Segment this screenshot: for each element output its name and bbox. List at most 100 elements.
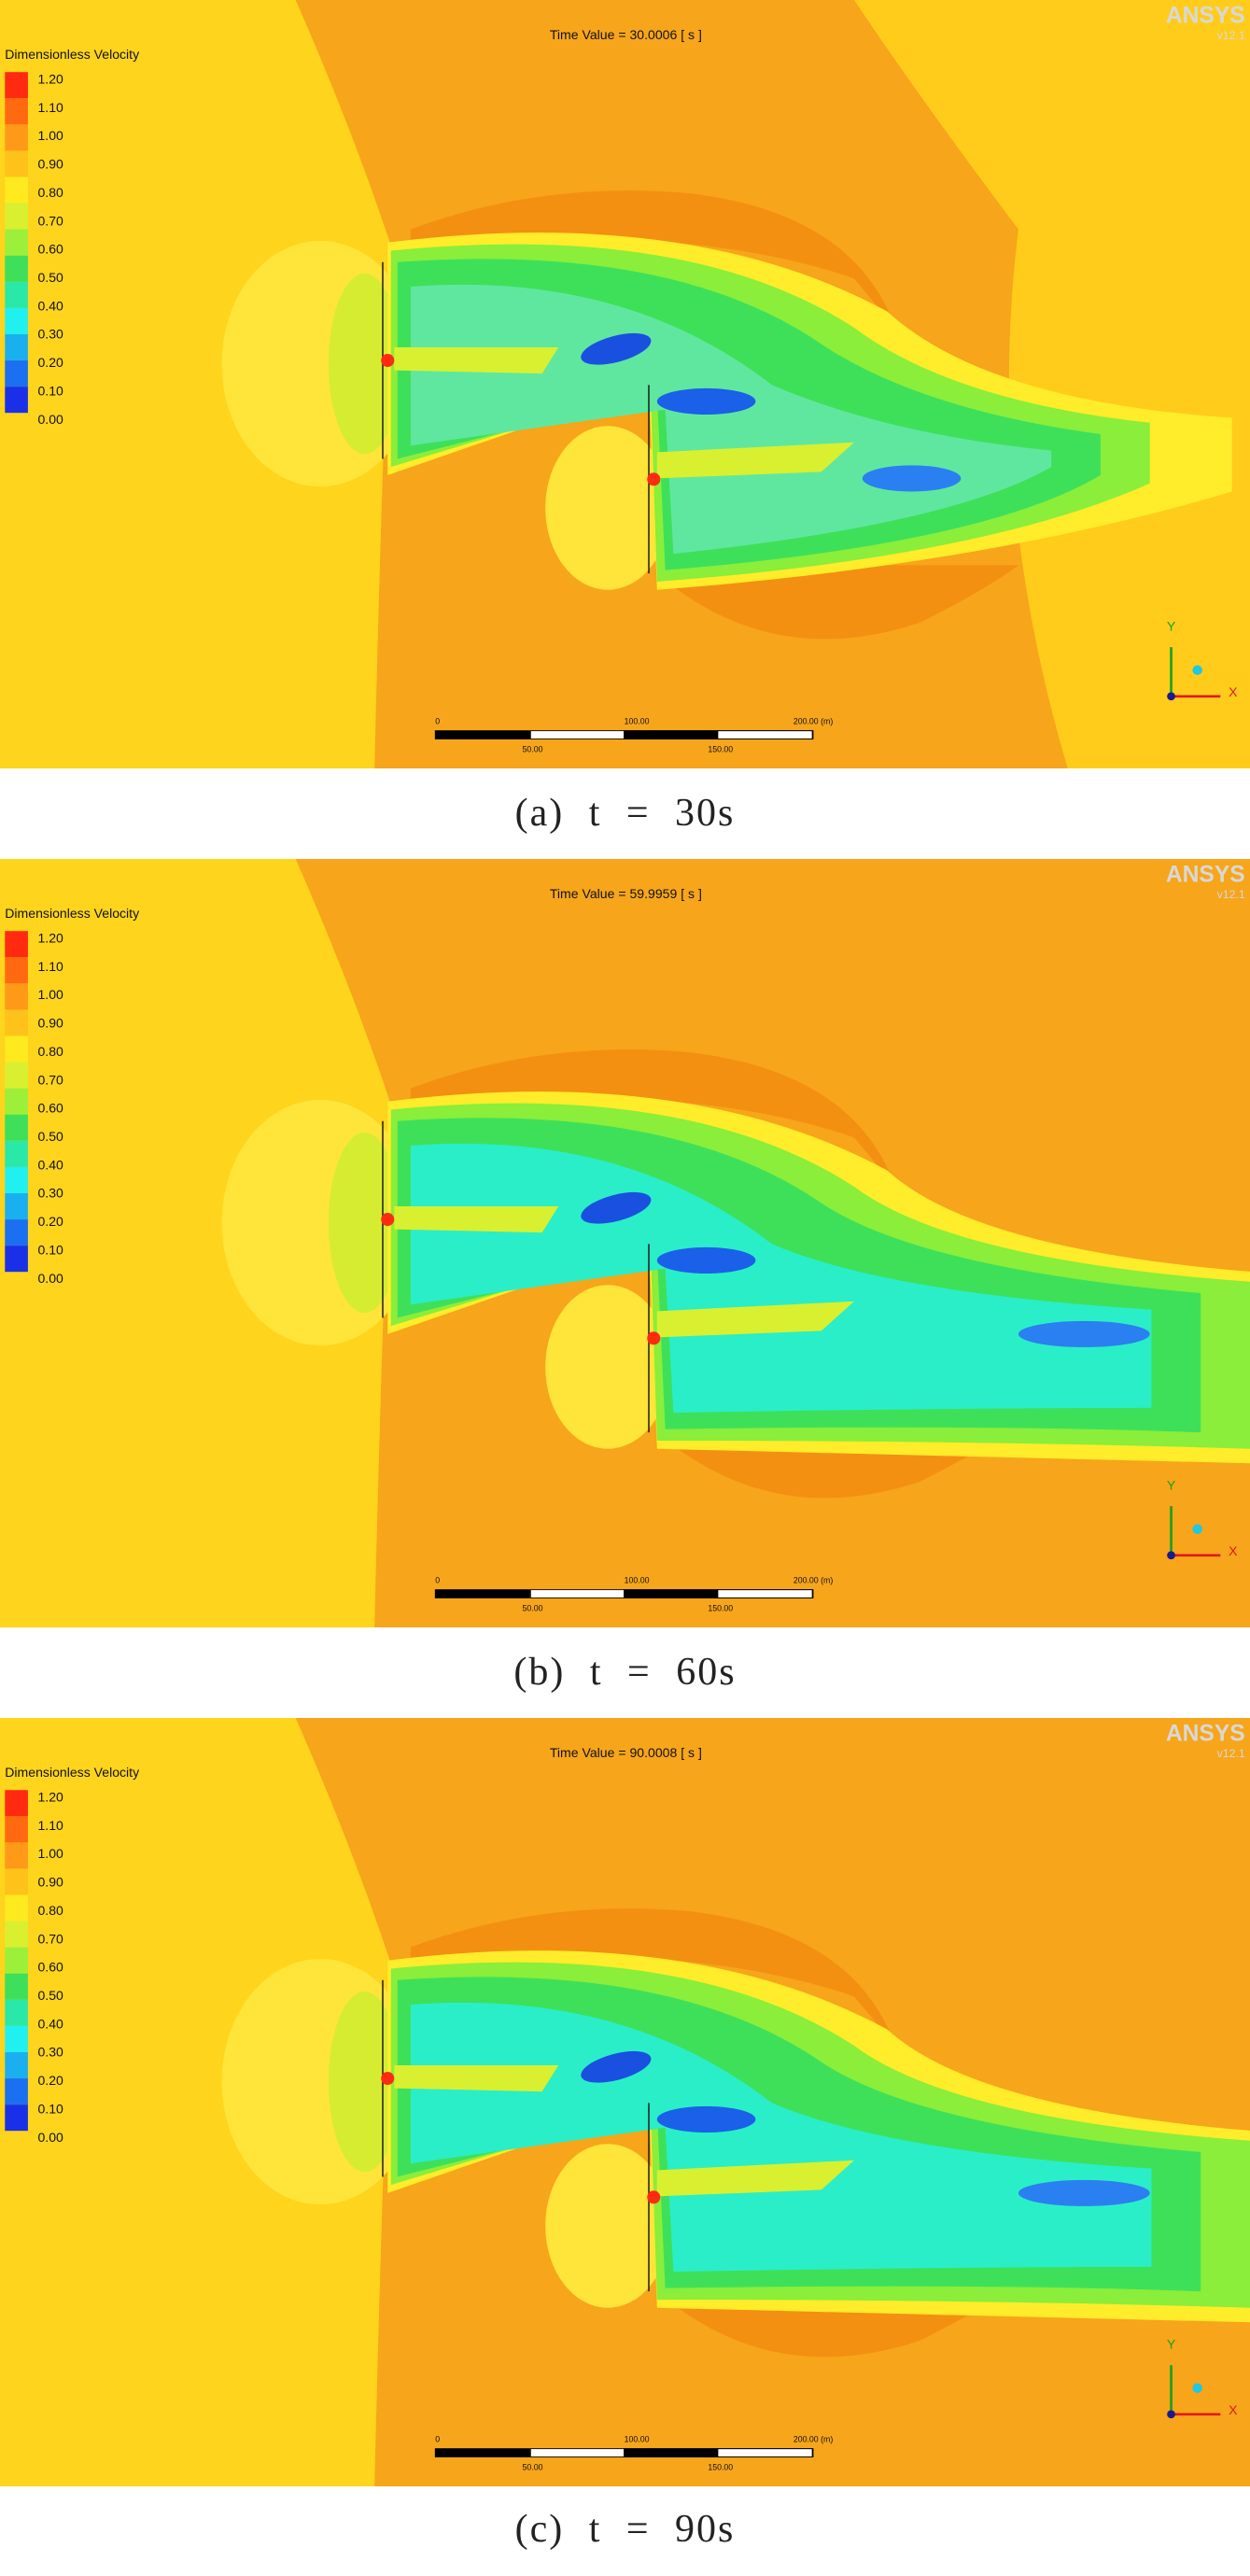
legend-swatch <box>5 124 28 151</box>
scale-label: 200.00 (m) <box>794 717 834 726</box>
legend-swatch <box>5 1999 28 2026</box>
legend-tick: 1.10 <box>37 1818 63 1833</box>
upper-dark-region <box>410 190 895 328</box>
scale-label: 150.00 <box>708 1603 733 1612</box>
legend-swatch <box>5 333 28 361</box>
scale-label: 150.00 <box>708 744 733 753</box>
caption: (a) t = 30s <box>514 792 736 835</box>
scale-label: 100.00 <box>625 717 650 726</box>
scale-label: 0 <box>435 2435 440 2444</box>
scale-segment <box>624 1589 720 1598</box>
axis-z <box>1167 692 1175 701</box>
scale-label: 100.00 <box>625 1576 650 1585</box>
axis-y-label: Y <box>1167 2337 1176 2352</box>
legend-title: Dimensionless Velocity <box>5 47 139 62</box>
legend-tick: 0.40 <box>37 298 63 313</box>
scale-segment <box>434 730 530 739</box>
legend-tick: 0.90 <box>37 1016 63 1031</box>
low-speed-3 <box>656 1246 756 1274</box>
legend-tick: 1.00 <box>37 128 63 143</box>
legend-tick: 0.20 <box>37 355 63 370</box>
axis-ball <box>1192 1524 1202 1534</box>
panel: Dimensionless Velocity 1.20 1.10 1.00 0.90 0.… <box>0 1718 1250 2573</box>
legend-tick: 0.50 <box>37 1129 63 1144</box>
scale-label: 50.00 <box>523 744 543 753</box>
legend-swatch <box>5 176 28 204</box>
scale-label: 100.00 <box>625 2435 650 2444</box>
legend-tick: 0.10 <box>37 2101 63 2116</box>
legend-swatch <box>5 255 28 282</box>
logo-version: v12.1 <box>1217 1747 1245 1760</box>
rotor2-bulge <box>545 426 670 590</box>
legend-title: Dimensionless Velocity <box>5 906 139 921</box>
scale-segment <box>434 2448 530 2457</box>
legend-tick: 0.20 <box>37 2073 63 2088</box>
legend-tick: 0.90 <box>37 157 63 172</box>
logo-version: v12.1 <box>1217 29 1245 42</box>
jet-1 <box>394 2065 559 2092</box>
scale-segment <box>624 730 814 739</box>
legend-swatch <box>5 1246 28 1273</box>
panel: Dimensionless Velocity 1.20 1.10 1.00 0.90 0.… <box>0 859 1250 1718</box>
jet-2 <box>656 2160 854 2197</box>
legend-tick: 0.70 <box>37 213 63 228</box>
low-speed-3 <box>656 2105 756 2133</box>
legend-swatch <box>5 1062 28 1089</box>
logo-name: ANSYS <box>1166 1722 1245 1747</box>
rotor-hub <box>381 354 395 368</box>
low-speed-1 <box>581 332 652 365</box>
legend-swatch <box>5 1192 28 1220</box>
legend-swatch <box>5 281 28 308</box>
legend-swatch <box>5 2078 28 2105</box>
legend-tick: 0.20 <box>37 1214 63 1229</box>
legend-tick: 0.70 <box>37 1072 63 1087</box>
axis-x-label: X <box>1229 2402 1238 2417</box>
legend-tick: 0.00 <box>37 1271 63 1286</box>
legend-swatch <box>5 2051 28 2079</box>
legend-swatch <box>5 1140 28 1167</box>
legend-swatch <box>5 1816 28 1843</box>
legend-swatch <box>5 1088 28 1115</box>
legend-tick: 0.50 <box>37 270 63 285</box>
legend-tick: 1.10 <box>37 959 63 974</box>
time-label: Time Value = 59.9959 [ s ] <box>550 886 702 901</box>
rotor-hub <box>647 1331 661 1345</box>
legend-swatch <box>5 957 28 984</box>
upper-dark-region <box>410 1908 895 2046</box>
panel: Dimensionless Velocity 1.20 1.10 1.00 0.90 0.… <box>0 0 1250 859</box>
axis-x-label: X <box>1229 1543 1238 1558</box>
right-yellow <box>853 0 1250 768</box>
legend-swatch <box>5 1009 28 1036</box>
legend-tick: 0.40 <box>37 1157 63 1172</box>
scale-segment <box>717 1589 813 1598</box>
scale-segment <box>717 730 813 739</box>
legend-swatch <box>5 98 28 125</box>
scale-segment <box>624 1589 814 1598</box>
legend-swatch <box>5 2025 28 2052</box>
legend-tick: 1.00 <box>37 987 63 1002</box>
legend-tick: 1.20 <box>37 72 63 87</box>
low-speed-2 <box>1018 2179 1150 2206</box>
logo-name: ANSYS <box>1166 4 1245 29</box>
legend-tick: 1.10 <box>37 100 63 115</box>
time-label: Time Value = 90.0008 [ s ] <box>550 1745 702 1760</box>
legend-tick: 0.60 <box>37 1960 63 1975</box>
low-speed-2 <box>862 465 962 492</box>
legend-swatch <box>5 1166 28 1193</box>
legend-tick: 0.30 <box>37 1186 63 1201</box>
legend-tick: 0.10 <box>37 1242 63 1257</box>
caption: (c) t = 90s <box>514 2508 736 2551</box>
legend-tick: 0.90 <box>37 1875 63 1890</box>
axis-y-label: Y <box>1167 1478 1176 1493</box>
contour-plot: Dimensionless Velocity 1.20 1.10 1.00 0.90 0.… <box>0 859 1250 1627</box>
legend-swatch <box>5 1790 28 1817</box>
legend-swatch <box>5 1842 28 1869</box>
scale-segment <box>624 2448 814 2457</box>
legend-swatch <box>5 1973 28 2000</box>
legend-tick: 0.70 <box>37 1931 63 1946</box>
scale-label: 200.00 (m) <box>794 2435 834 2444</box>
scale-segment <box>529 730 625 739</box>
jet-1 <box>394 347 559 374</box>
scale-label: 0 <box>435 1576 440 1585</box>
